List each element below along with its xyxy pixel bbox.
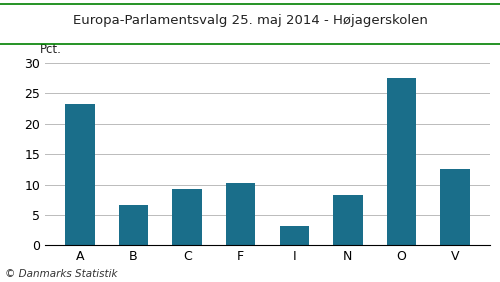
Bar [386,78,416,245]
Bar [280,226,309,245]
Bar [65,104,94,245]
Bar [333,195,362,245]
Bar [119,205,148,245]
Bar [440,169,470,245]
Bar [172,190,202,245]
Text: Pct.: Pct. [40,43,62,56]
Text: © Danmarks Statistik: © Danmarks Statistik [5,269,117,279]
Text: Europa-Parlamentsvalg 25. maj 2014 - Højagerskolen: Europa-Parlamentsvalg 25. maj 2014 - Høj… [72,14,428,27]
Bar [226,183,256,245]
